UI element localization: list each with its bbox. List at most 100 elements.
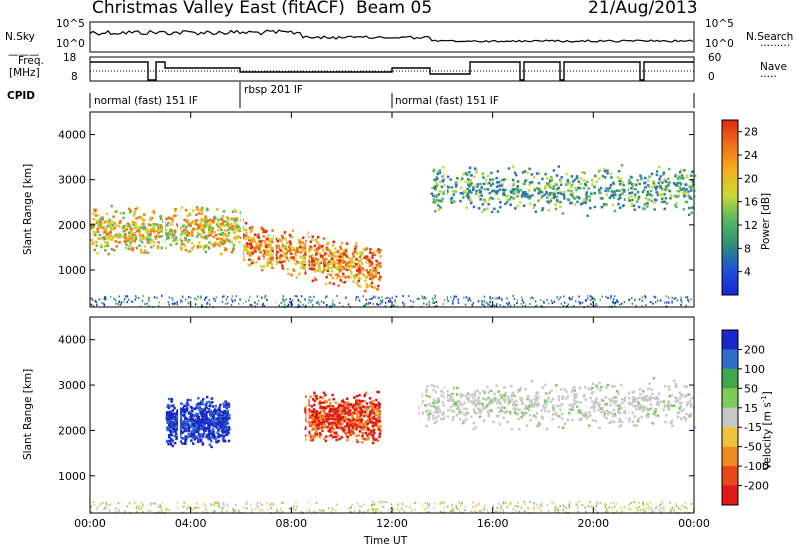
vel-cells-cell: [679, 508, 682, 511]
power-cells-cell: [674, 296, 677, 299]
vel-cells-cell: [216, 417, 220, 420]
vel-cells-cell: [276, 508, 278, 511]
power-cells-cell: [509, 195, 513, 199]
power-cells-cell: [119, 211, 123, 215]
power-cells-cell: [674, 194, 677, 198]
power-cells-cell: [227, 224, 231, 228]
power-cells-cell: [598, 188, 601, 192]
vel-cells-cell: [654, 408, 657, 411]
power-cells-cell: [364, 248, 367, 251]
vel-cells-cell: [595, 397, 599, 400]
power-cells-cell: [95, 240, 98, 244]
power-cells-cell: [186, 234, 189, 237]
power-cells-cell: [646, 183, 650, 187]
vel-cells-cell: [209, 401, 212, 405]
power-cells-cell: [122, 229, 126, 233]
power-cells-cell: [288, 233, 292, 237]
power-cells-cell: [231, 298, 233, 301]
power-cells-cell: [467, 299, 470, 302]
power-cells-cell: [516, 184, 519, 188]
power-cells-cell: [660, 188, 664, 191]
power-cells-cell: [656, 191, 660, 194]
vel-cells-cell: [472, 408, 476, 412]
vel-cells-cell: [203, 408, 206, 411]
vel-cells-cell: [344, 403, 348, 407]
power-cells-cell: [201, 235, 205, 239]
power-cells-cell: [233, 222, 237, 226]
power-cells-cell: [125, 223, 129, 227]
power-cells-cell: [271, 237, 275, 241]
power-cells-cell: [637, 197, 640, 201]
power-cells-cell: [134, 235, 138, 239]
power-cells-cell: [520, 194, 524, 198]
vel-cells-cell: [188, 418, 191, 421]
power-cells-cell: [499, 303, 502, 306]
vel-cells-cell: [359, 419, 363, 423]
vel-cells-cell: [202, 412, 205, 416]
vel-cells-cell: [663, 506, 665, 509]
vel-cells-cell: [560, 417, 564, 420]
power-cells-cell: [550, 299, 553, 302]
vel-cells-cell: [448, 399, 451, 402]
vel-cells-cell: [473, 394, 477, 397]
vel-cells-cell: [304, 434, 308, 437]
vel-cells-cell: [630, 402, 633, 406]
power-cells-cell: [255, 243, 259, 246]
power-cells-cell: [355, 296, 358, 299]
power-cells-cell: [322, 261, 326, 264]
vel-cells-cell: [559, 388, 563, 391]
vel-cells-cell: [657, 392, 661, 395]
vel-cells-cell: [366, 421, 369, 424]
power-cells-cell: [472, 188, 475, 192]
power-cells-cell: [494, 190, 497, 193]
vel-cells-cell: [328, 416, 332, 419]
vel-cells-cell: [190, 415, 193, 419]
power-cells-cell: [103, 237, 106, 241]
power-cells-cell: [348, 260, 351, 264]
power-cells-cell: [443, 299, 446, 302]
power-cells-cell: [357, 270, 361, 273]
power-cells-cell: [454, 185, 458, 188]
vel-cells-cell: [552, 404, 555, 408]
vel-cells-cell: [214, 405, 217, 408]
vel-cells-cell: [187, 435, 191, 438]
power-cells-cell: [612, 196, 616, 199]
vel-cells-cell: [352, 420, 355, 424]
vel-cells-cell: [371, 424, 374, 428]
vel-cells-cell: [225, 415, 228, 418]
vel-cells-cell: [342, 429, 345, 433]
vel-cells-cell: [523, 500, 525, 503]
power-cells-cell: [462, 173, 465, 176]
power-cells-cell: [616, 300, 619, 303]
vel-cells-cell: [517, 501, 519, 504]
power-cells-cell: [615, 301, 617, 304]
power-cells-cell: [298, 245, 302, 249]
power-cells-cell: [211, 220, 215, 224]
power-cells-cell: [290, 252, 293, 256]
power-cells-cell: [628, 298, 631, 301]
power-cells-cell: [493, 207, 496, 211]
vel-cells-cell: [619, 424, 623, 427]
vel-cells-cell: [331, 435, 335, 439]
power-cells-cell: [270, 254, 274, 257]
power-cells-cell: [339, 279, 342, 282]
power-cells-cell: [134, 207, 137, 211]
vel-cells-cell: [173, 406, 176, 410]
vel-cells-cell: [603, 403, 606, 406]
vel-cells-cell: [371, 402, 375, 406]
power-cells-cell: [310, 257, 314, 261]
vel-cells-cell: [452, 410, 456, 413]
power-cells-cell: [311, 254, 314, 257]
power-cells-cell: [148, 241, 152, 244]
vel-cells-cell: [475, 504, 478, 507]
vel-cells-cell: [610, 411, 613, 415]
vel-cells-cell: [499, 394, 503, 398]
vel-cells-cell: [343, 427, 347, 430]
power-cells-cell: [357, 296, 360, 299]
power-cells-cell: [667, 182, 670, 185]
vel-cells-cell: [373, 407, 377, 410]
vel-cells-cell: [200, 408, 204, 411]
vel-cells-cell: [171, 413, 175, 417]
power-cells-cell: [531, 296, 533, 299]
power-cells-cell: [369, 298, 371, 301]
